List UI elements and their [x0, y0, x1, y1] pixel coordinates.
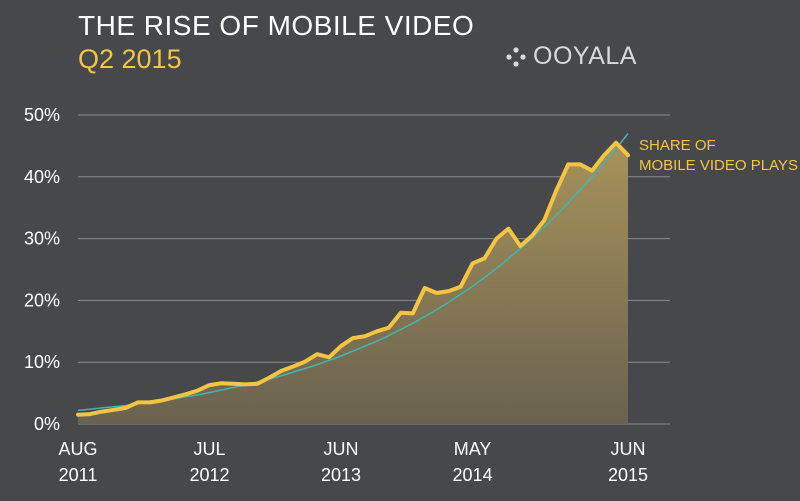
y-tick-label: 30%	[24, 229, 60, 249]
series-label: SHARE OF MOBILE VIDEO PLAYS	[639, 137, 798, 174]
y-axis-ticks: 0% 10% 20% 30% 40% 50%	[24, 105, 60, 434]
series-line	[76, 140, 630, 417]
y-tick-label: 20%	[24, 290, 60, 310]
series-area-fill	[78, 142, 628, 425]
y-tick-label: 40%	[24, 167, 60, 187]
x-tick-label-month: JUN	[324, 439, 359, 459]
x-tick-label-year: 2014	[453, 465, 493, 485]
brand-logo: OOYALA	[505, 42, 637, 71]
chart-title: THE RISE OF MOBILE VIDEO	[78, 10, 475, 41]
x-tick-label-month: AUG	[58, 439, 97, 459]
ooyala-dots-icon	[506, 46, 526, 67]
x-tick-label-month: MAY	[454, 439, 492, 459]
x-tick-label-month: JUL	[194, 439, 226, 459]
chart-subtitle: Q2 2015	[78, 44, 182, 74]
y-tick-label: 50%	[24, 105, 60, 125]
y-tick-label: 0%	[34, 414, 60, 434]
x-tick-label-year: 2015	[608, 465, 648, 485]
x-tick-label-year: 2011	[59, 465, 98, 485]
x-tick-label-year: 2013	[321, 465, 361, 485]
logo-text: OOYALA	[533, 42, 637, 70]
series-label-line: SHARE OF	[639, 137, 716, 154]
series-label-line: MOBILE VIDEO PLAYS	[639, 157, 798, 174]
x-axis-ticks: AUG 2011 JUL 2012 JUN 2013 MAY 2014 JUN 2015	[58, 439, 648, 485]
x-tick-label-year: 2012	[189, 465, 229, 485]
y-tick-label: 10%	[24, 352, 60, 372]
x-tick-label-month: JUN	[611, 439, 646, 459]
